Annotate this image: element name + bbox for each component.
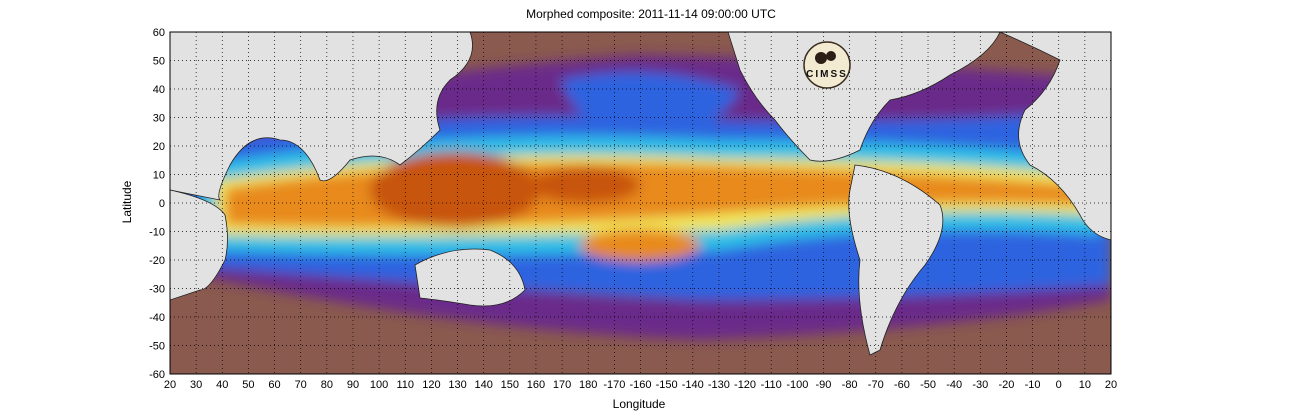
x-tick-label: -60 [894, 379, 910, 391]
africa-south-land [170, 189, 228, 301]
x-tick-label: 20 [1105, 379, 1117, 391]
map-field [170, 32, 1111, 374]
x-tick-label: 10 [1079, 379, 1091, 391]
x-tick-label: 40 [216, 379, 228, 391]
y-tick-label: -40 [149, 312, 165, 324]
x-tick-label: 90 [347, 379, 359, 391]
land-masses [170, 32, 1111, 356]
x-tick-label: -90 [816, 379, 832, 391]
x-tick-label: 30 [190, 379, 202, 391]
y-tick-label: -50 [149, 341, 165, 353]
south-pacific-convergence [580, 229, 700, 261]
y-tick-label: 50 [153, 56, 165, 68]
y-tick-label: 30 [153, 113, 165, 125]
x-tick-label: 180 [579, 379, 597, 391]
x-ticks: 20 30 40 50 60 70 80 90 100 110 120 130 140 150 160 170… [164, 379, 1117, 391]
x-tick-label: -10 [1025, 379, 1041, 391]
x-tick-label: 0 [1056, 379, 1062, 391]
y-tick-label: 0 [159, 198, 165, 210]
x-tick-label: 150 [501, 379, 519, 391]
y-tick-label: 20 [153, 141, 165, 153]
south-america-land [848, 164, 944, 356]
eurasia-africa-land [170, 32, 473, 201]
x-tick-label: 50 [242, 379, 254, 391]
x-axis-label: Longitude [612, 397, 666, 411]
x-tick-label: -110 [761, 379, 782, 391]
map-gridlines [170, 32, 1111, 374]
x-tick-label: 60 [268, 379, 280, 391]
x-tick-label: 20 [164, 379, 176, 391]
x-tick-label: -170 [603, 379, 625, 391]
figure-title: Morphed composite: 2011-11-14 09:00:00 U… [526, 7, 776, 21]
plot-frame [169, 31, 1112, 375]
x-tick-label: -70 [868, 379, 884, 391]
y-ticks: 60 50 40 30 20 10 0 -10 -20 -30 -40 -50 -60 [149, 27, 165, 381]
y-tick-label: -60 [149, 369, 165, 381]
y-tick-label: -30 [149, 284, 165, 296]
y-tick-label: 10 [153, 170, 165, 182]
x-tick-label: 140 [474, 379, 492, 391]
north-america-land [727, 32, 1001, 162]
x-tick-label: -130 [708, 379, 730, 391]
cimss-logo [803, 41, 851, 89]
x-tick-label: -160 [629, 379, 651, 391]
west-pacific-max [530, 167, 640, 203]
x-tick-label: -50 [920, 379, 936, 391]
australia-land [414, 248, 526, 307]
y-tick-label: -20 [149, 255, 165, 267]
north-pacific-swirl [560, 72, 740, 150]
x-tick-label: -100 [786, 379, 808, 391]
x-tick-label: -40 [946, 379, 962, 391]
x-tick-label: -140 [682, 379, 704, 391]
x-tick-label: 110 [396, 379, 414, 391]
x-tick-label: -80 [842, 379, 858, 391]
logo-text: CIMSS [806, 69, 848, 80]
x-tick-label: 100 [370, 379, 388, 391]
x-tick-label: 130 [448, 379, 466, 391]
x-tick-label: 80 [321, 379, 333, 391]
maritime-continent-max [370, 152, 540, 228]
x-tick-label: 160 [527, 379, 545, 391]
x-tick-label: 70 [295, 379, 307, 391]
y-tick-label: 60 [153, 27, 165, 39]
y-tick-label: -10 [149, 227, 165, 239]
y-tick-label: 40 [153, 84, 165, 96]
x-tick-label: 120 [422, 379, 440, 391]
x-tick-label: -20 [998, 379, 1014, 391]
x-tick-label: -30 [972, 379, 988, 391]
x-tick-label: -120 [734, 379, 756, 391]
x-tick-label: 170 [553, 379, 571, 391]
x-tick-label: -150 [656, 379, 678, 391]
europe-africa-east-land [999, 32, 1111, 241]
